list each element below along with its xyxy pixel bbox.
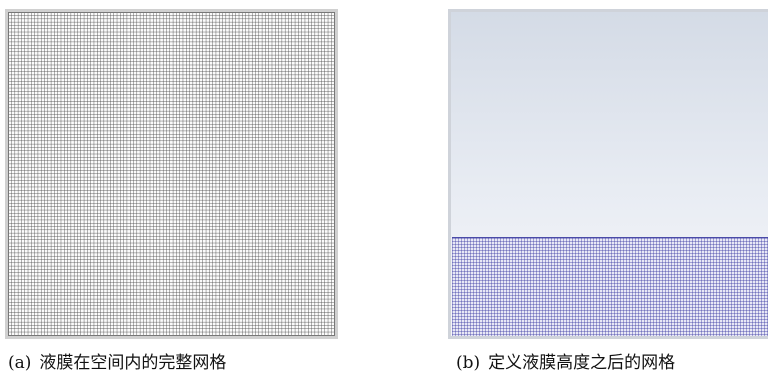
figure-a-caption: (a) 液膜在空间内的完整网格: [8, 348, 226, 373]
liquid-film-mesh-grid: [452, 237, 768, 336]
figure-b-mesh-panel: [448, 9, 768, 339]
full-domain-mesh-grid: [8, 12, 335, 336]
figure-a-label: (a): [8, 353, 32, 373]
figure-b-label: (b): [456, 353, 481, 373]
figure-b-caption-text: 定义液膜高度之后的网格: [488, 353, 676, 373]
figure-a-mesh-panel: [5, 9, 338, 339]
figure-b-caption: (b) 定义液膜高度之后的网格: [456, 348, 675, 373]
figure-a-caption-text: 液膜在空间内的完整网格: [39, 353, 227, 373]
